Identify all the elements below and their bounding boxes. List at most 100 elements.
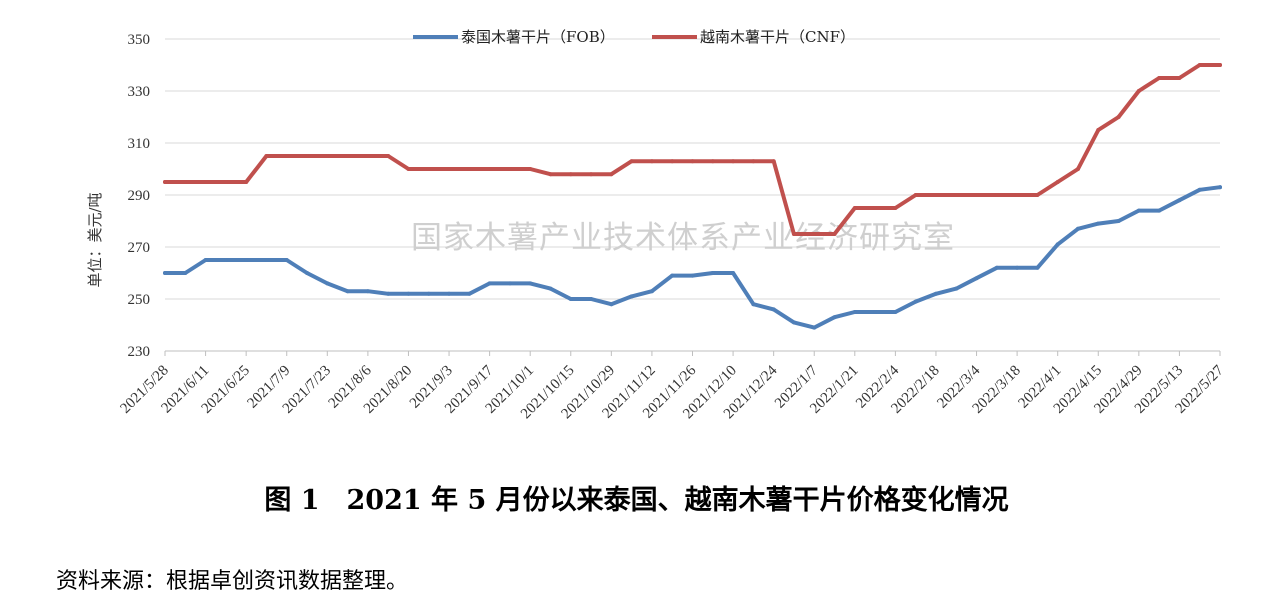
- point-thailand: [609, 302, 614, 307]
- y-tick-label: 330: [128, 84, 151, 100]
- point-vietnam: [731, 159, 736, 164]
- point-thailand: [244, 258, 249, 262]
- point-thailand: [1035, 265, 1040, 270]
- y-tick-label: 250: [128, 292, 151, 308]
- point-vietnam: [1136, 89, 1141, 93]
- y-tick-label: 230: [128, 344, 151, 360]
- point-vietnam: [1157, 76, 1162, 80]
- point-vietnam: [284, 154, 289, 158]
- point-vietnam: [609, 172, 614, 177]
- point-vietnam: [528, 167, 533, 171]
- point-vietnam: [244, 180, 249, 184]
- point-thailand: [832, 315, 837, 320]
- point-thailand: [1055, 242, 1060, 247]
- legend-label-vietnam: 越南木薯干片（CNF）: [700, 28, 855, 46]
- series-lines: [163, 63, 1222, 330]
- point-thailand: [1218, 185, 1222, 190]
- point-thailand: [690, 273, 695, 278]
- point-thailand: [447, 291, 452, 296]
- point-thailand: [528, 281, 533, 286]
- y-axis-label: 单位：美元/吨: [86, 192, 104, 287]
- point-thailand: [507, 281, 512, 286]
- point-vietnam: [1035, 193, 1040, 197]
- y-tick-label: 270: [128, 240, 151, 256]
- point-vietnam: [203, 180, 208, 184]
- y-tick-label: 290: [128, 188, 151, 204]
- legend-label-thailand: 泰国木薯干片（FOB）: [461, 28, 615, 46]
- point-thailand: [325, 281, 330, 286]
- x-axis-ticks: 2021/5/282021/6/112021/6/252021/7/92021/…: [117, 351, 1227, 422]
- y-tick-label: 350: [128, 32, 151, 48]
- point-thailand: [163, 271, 167, 275]
- point-thailand: [994, 265, 999, 270]
- point-vietnam: [447, 167, 452, 171]
- point-vietnam: [163, 180, 167, 184]
- series-line-thailand: [163, 185, 1222, 330]
- point-thailand: [731, 271, 736, 275]
- point-thailand: [203, 258, 208, 262]
- point-thailand: [589, 297, 594, 301]
- point-thailand: [548, 286, 553, 291]
- point-vietnam: [1015, 193, 1020, 197]
- point-vietnam: [1055, 180, 1060, 184]
- point-vietnam: [649, 159, 654, 164]
- point-thailand: [305, 271, 310, 275]
- point-vietnam: [791, 232, 796, 236]
- y-axis-ticks: 230 250 270 290 310 330 350: [128, 32, 151, 360]
- point-vietnam: [386, 154, 391, 158]
- point-vietnam: [832, 232, 837, 236]
- point-thailand: [812, 325, 817, 330]
- y-tick-label: 310: [128, 136, 151, 152]
- point-vietnam: [933, 193, 938, 197]
- point-vietnam: [487, 167, 492, 171]
- point-vietnam: [589, 172, 594, 177]
- point-thailand: [568, 297, 573, 301]
- point-vietnam: [690, 159, 695, 164]
- point-vietnam: [852, 206, 857, 210]
- point-thailand: [771, 307, 776, 312]
- point-vietnam: [670, 159, 675, 164]
- point-vietnam: [893, 206, 898, 210]
- point-vietnam: [325, 154, 330, 158]
- point-vietnam: [426, 167, 431, 171]
- point-vietnam: [1177, 76, 1182, 80]
- point-vietnam: [1075, 167, 1080, 171]
- point-vietnam: [467, 167, 472, 171]
- point-thailand: [467, 291, 472, 296]
- point-vietnam: [365, 154, 370, 158]
- point-vietnam: [629, 159, 634, 164]
- series-line-vietnam: [163, 63, 1222, 236]
- point-vietnam: [345, 154, 350, 158]
- point-thailand: [1116, 219, 1121, 223]
- price-line-chart: 230 250 270 290 310 330 350 2021/5/282021/6/11…: [86, 28, 1227, 422]
- point-thailand: [1197, 187, 1202, 192]
- point-thailand: [1075, 226, 1080, 231]
- point-vietnam: [183, 180, 188, 184]
- point-vietnam: [812, 232, 817, 236]
- point-thailand: [406, 291, 411, 296]
- point-thailand: [873, 310, 878, 314]
- point-thailand: [791, 320, 796, 325]
- point-vietnam: [568, 172, 573, 177]
- point-vietnam: [913, 193, 918, 197]
- point-thailand: [1157, 208, 1162, 213]
- point-vietnam: [1218, 63, 1222, 67]
- point-thailand: [1015, 265, 1020, 270]
- point-vietnam: [771, 159, 776, 164]
- point-thailand: [1136, 208, 1141, 213]
- point-thailand: [629, 294, 634, 299]
- point-thailand: [670, 273, 675, 278]
- point-thailand: [913, 299, 918, 304]
- legend: 泰国木薯干片（FOB） 越南木薯干片（CNF）: [413, 28, 855, 46]
- point-vietnam: [974, 193, 979, 197]
- source-note: 资料来源：根据卓创资讯数据整理。: [56, 569, 409, 594]
- point-vietnam: [1116, 115, 1121, 119]
- point-thailand: [487, 281, 492, 286]
- point-thailand: [426, 291, 431, 296]
- point-vietnam: [507, 167, 512, 171]
- point-thailand: [264, 258, 269, 262]
- point-vietnam: [994, 193, 999, 197]
- point-thailand: [386, 291, 391, 296]
- point-thailand: [893, 310, 898, 314]
- point-thailand: [183, 271, 188, 275]
